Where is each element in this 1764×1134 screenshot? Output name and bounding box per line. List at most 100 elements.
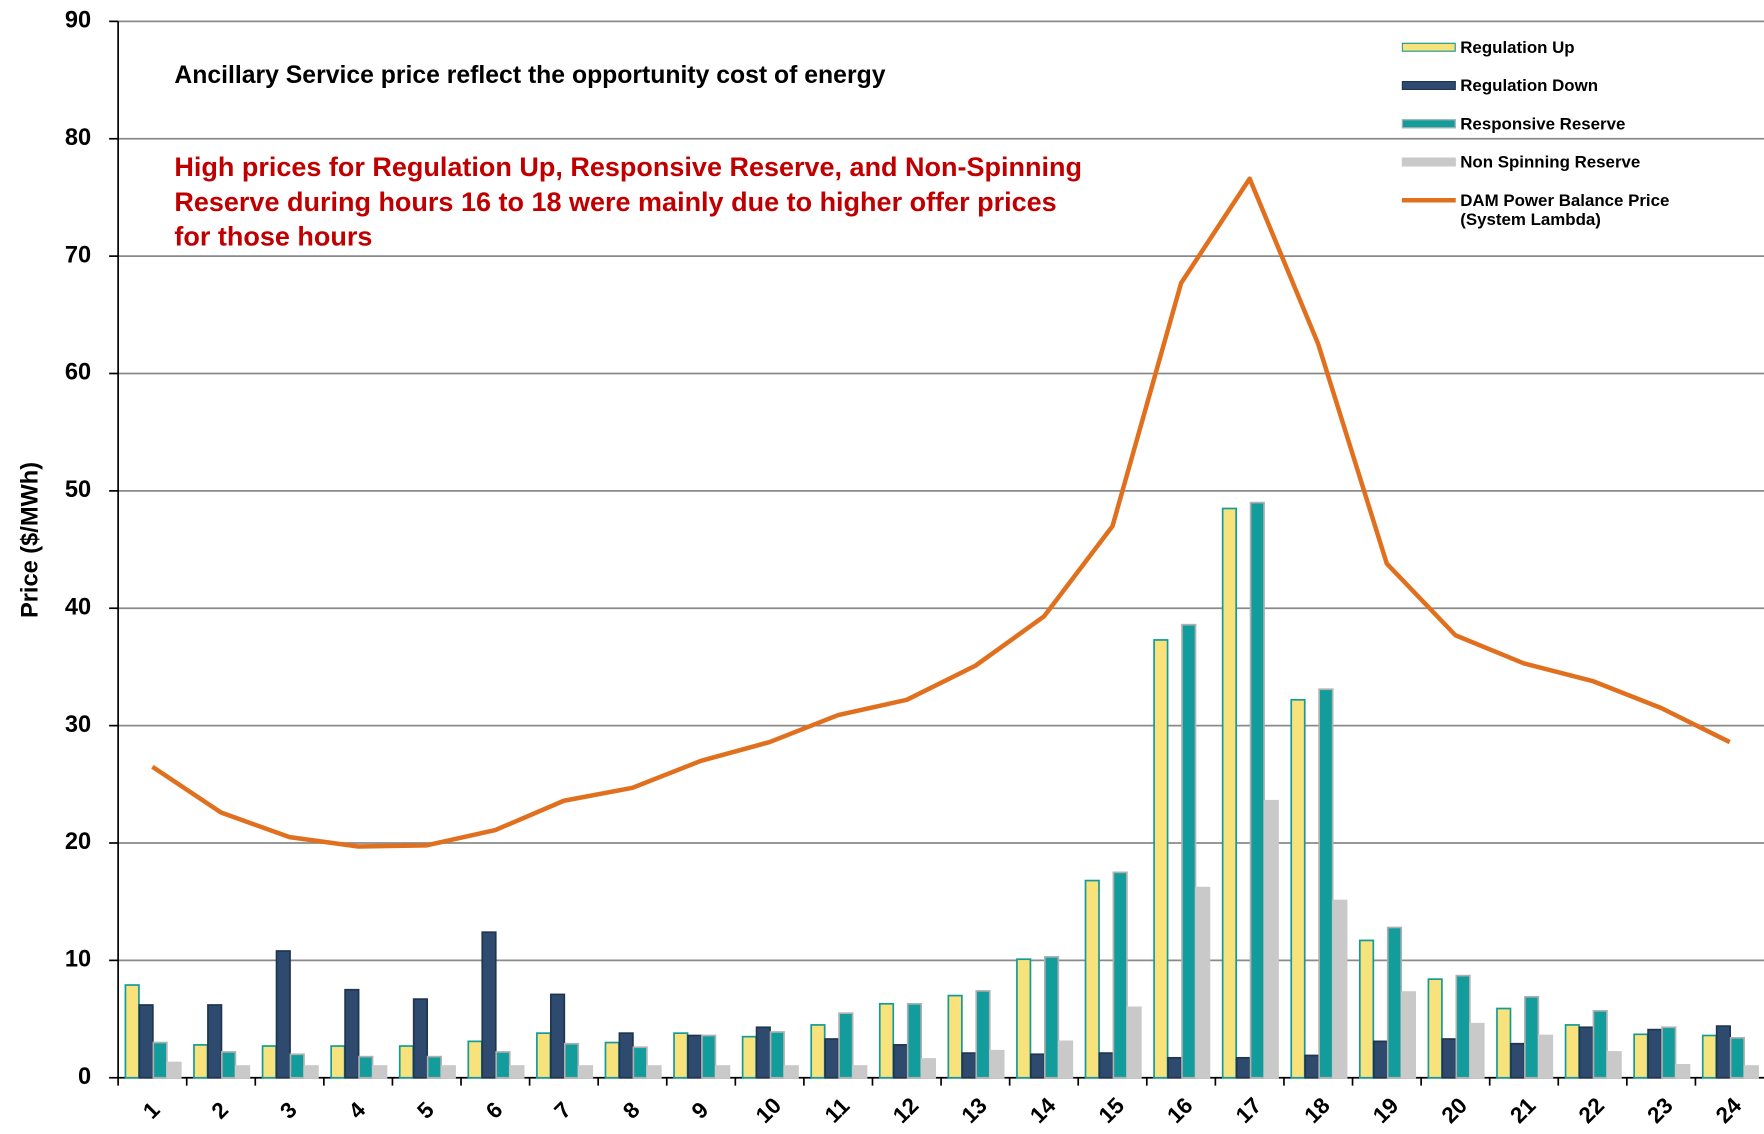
bar [741, 1035, 757, 1079]
x-tick-label: 15 [1094, 1093, 1129, 1128]
x-tick-label: 4 [344, 1097, 371, 1124]
x-tick-label: 5 [412, 1097, 439, 1124]
bar [1386, 926, 1403, 1079]
legend-item: Regulation Down [1401, 76, 1740, 115]
bar [632, 1046, 648, 1079]
x-tick-label: 14 [1025, 1092, 1061, 1128]
bar [947, 994, 963, 1079]
x-tick-label: 8 [618, 1097, 645, 1124]
y-tick-label: 50 [65, 477, 91, 503]
bar [509, 1065, 525, 1079]
bar [975, 990, 991, 1079]
bar [193, 1044, 209, 1079]
y-tick-label: 90 [65, 8, 91, 34]
bar [440, 1065, 456, 1079]
legend-box: Regulation Up Regulation Down Responsive R… [1401, 38, 1740, 230]
bar [646, 1065, 662, 1079]
bar [673, 1032, 689, 1079]
bar [1304, 1054, 1320, 1079]
x-tick-label: 19 [1368, 1093, 1403, 1128]
bar [261, 1045, 277, 1079]
bar [1126, 1006, 1142, 1079]
bar [783, 1065, 799, 1079]
bar [577, 1065, 594, 1079]
legend-item: Regulation Up [1401, 38, 1740, 76]
bar [495, 1051, 511, 1079]
bar [1016, 958, 1032, 1079]
annotation: High prices for Regulation Up, Responsiv… [174, 152, 1082, 182]
legend-swatch [1401, 157, 1456, 167]
x-tick-label: 3 [275, 1097, 302, 1124]
bar [769, 1031, 785, 1079]
bar [1510, 1042, 1526, 1079]
bar [906, 1002, 923, 1079]
bar [152, 1041, 168, 1079]
x-tick-label: 17 [1231, 1093, 1266, 1128]
bar [1592, 1010, 1608, 1079]
x-tick-label: 22 [1574, 1093, 1609, 1128]
legend: Regulation Up Regulation Down Responsive R… [1401, 38, 1740, 230]
bar [961, 1052, 977, 1079]
bar [467, 1040, 483, 1079]
bar [755, 1026, 771, 1079]
legend-swatch [1401, 198, 1456, 203]
bar [1098, 1052, 1114, 1079]
bar [1729, 1036, 1745, 1079]
bar [1400, 991, 1417, 1079]
bar [852, 1065, 868, 1079]
bar [989, 1049, 1005, 1079]
bar [166, 1061, 182, 1079]
x-tick-label: 18 [1299, 1093, 1334, 1128]
legend-label: Responsive Reserve [1460, 114, 1626, 134]
bar [1332, 899, 1348, 1079]
legend-item: Non Spinning Reserve [1401, 153, 1740, 191]
annotation: Ancillary Service price reflect the oppo… [174, 62, 885, 89]
bar [1496, 1007, 1512, 1079]
legend-item: Responsive Reserve [1401, 114, 1740, 153]
bar [1469, 1022, 1485, 1079]
bar [1181, 623, 1197, 1079]
bar [1221, 507, 1238, 1079]
bar [1153, 639, 1169, 1079]
x-tick-label: 7 [550, 1097, 577, 1124]
bar [412, 998, 429, 1079]
legend-swatch [1401, 42, 1456, 52]
bar [138, 1004, 154, 1079]
bar [1441, 1038, 1457, 1079]
bar [1606, 1051, 1622, 1079]
bar [1358, 939, 1375, 1079]
bar [1743, 1065, 1759, 1079]
bar [563, 1042, 580, 1079]
bar [426, 1055, 442, 1079]
annotation: Reserve during hours 16 to 18 were mainl… [174, 187, 1056, 217]
y-tick-label: 30 [65, 712, 91, 738]
bar [1195, 886, 1211, 1079]
bar [207, 1004, 223, 1079]
bar [687, 1034, 703, 1079]
x-tick-label: 16 [1162, 1093, 1197, 1128]
y-axis-label: Price ($/MWh) [18, 462, 44, 618]
bar [1290, 698, 1306, 1079]
bar [701, 1034, 717, 1079]
y-tick-label: 70 [65, 242, 91, 268]
legend-label: Regulation Down [1460, 76, 1599, 96]
bar [303, 1065, 319, 1079]
y-tick-label: 10 [65, 947, 91, 973]
y-tick-label: 80 [65, 125, 91, 151]
x-tick-label: 13 [957, 1093, 992, 1128]
x-tick-label: 10 [751, 1093, 786, 1128]
legend-label: Regulation Up [1460, 38, 1575, 58]
bar [1318, 688, 1334, 1079]
bar [715, 1065, 731, 1079]
bar [1455, 974, 1471, 1079]
bar [1249, 501, 1265, 1079]
x-tick-label: 23 [1642, 1093, 1677, 1128]
legend-label: Non Spinning Reserve [1460, 153, 1641, 173]
bar [481, 931, 497, 1079]
bar [1715, 1025, 1732, 1079]
x-tick-label: 21 [1505, 1093, 1540, 1128]
line [151, 176, 1731, 849]
bar [1564, 1024, 1580, 1079]
x-tick-label: 20 [1437, 1093, 1472, 1128]
bar [810, 1024, 826, 1079]
